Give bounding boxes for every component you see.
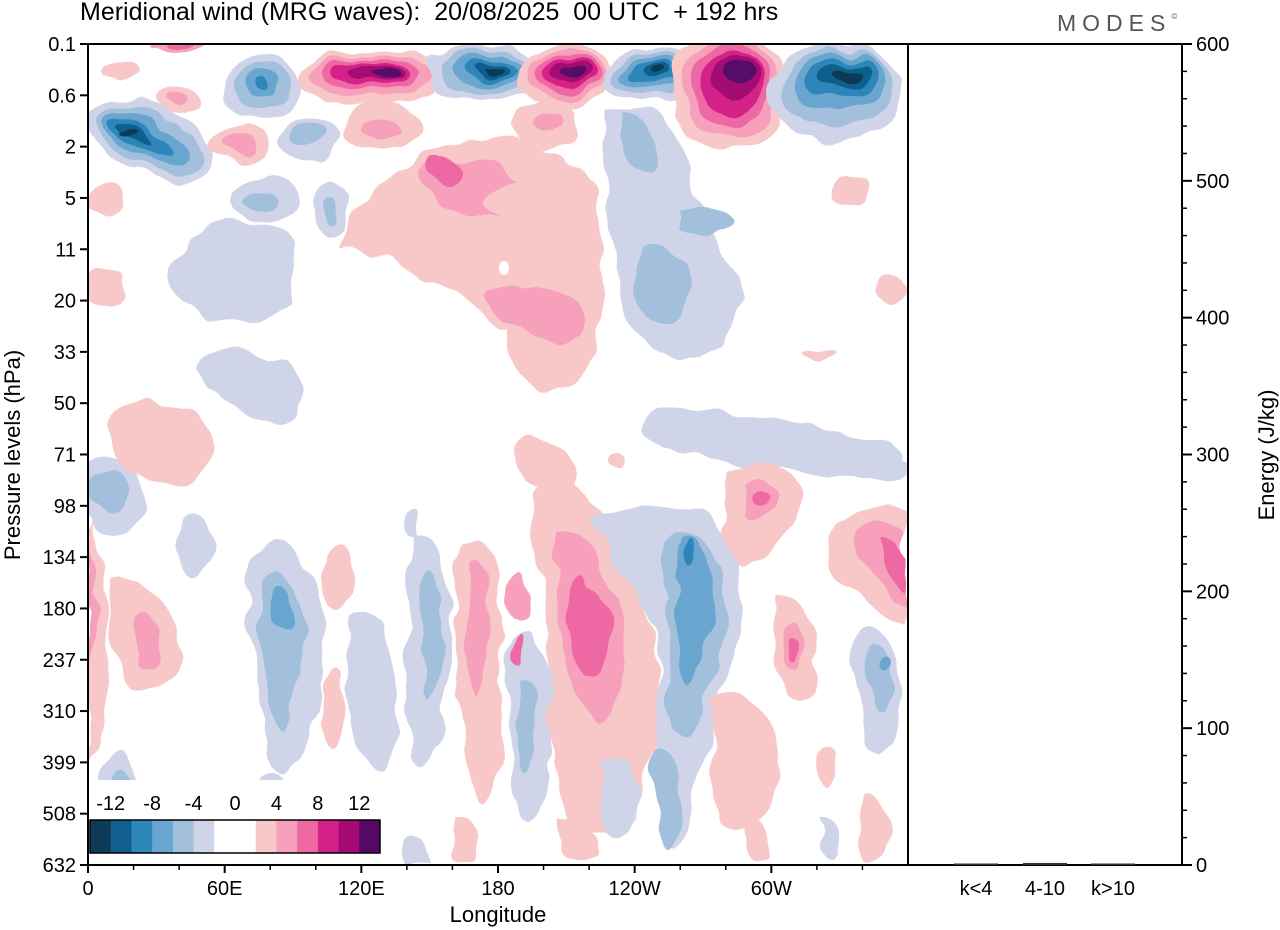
colorbar-swatch [193,820,215,853]
x-tick-label: 180 [481,878,514,900]
colorbar-frame [89,819,381,854]
colorbar-swatch [172,820,195,853]
colorbar-label: -12 [96,793,125,815]
colorbar-swatch [152,820,174,853]
energy-tick-label: 100 [1196,718,1229,740]
energy-axis-ticks: 0 100 200 300 400 500 600 [1182,34,1229,877]
energy-category-label: k>10 [1091,878,1135,900]
x-axis-ticks: 0 60E 120E 180 120W 60W [82,865,864,900]
y-axis-title: Pressure levels (hPa) [0,350,25,560]
chart-title: Meridional wind (MRG waves): 20/08/2025 … [80,0,779,26]
heatmap-panel [88,44,908,865]
energy-category-label: 4-10 [1025,878,1065,900]
colorbar: -12 -8 -4 0 4 8 12 [86,780,384,857]
modes-logo: MODES© [1057,10,1177,37]
y-tick-label: 508 [43,804,76,826]
y-tick-label: 11 [55,239,76,261]
y-tick-label: 2 [65,137,76,159]
y-tick-label: 134 [43,547,76,569]
logo-text: MODES [1057,10,1172,36]
x-axis-title: Longitude [450,902,547,927]
x-tick-label: 60W [751,878,792,900]
energy-category-label: k<4 [960,878,993,900]
colorbar-label: 8 [312,793,323,815]
energy-bar [954,863,998,865]
y-tick-label: 0.6 [48,85,76,107]
energy-bar [1023,862,1067,865]
y-axis-ticks: 0.1 0.6 2 5 11 20 33 50 71 98 134 180 237 310 399 508 63… [43,34,88,877]
colorbar-swatch [338,820,360,853]
central-positive-tongue [340,101,603,390]
y-tick-label: 180 [43,598,76,620]
colorbar-swatch [131,820,153,853]
y-tick-label: 50 [54,393,76,415]
colorbar-label: 0 [229,793,240,815]
x-tick-label: 0 [82,878,93,900]
energy-tick-label: 600 [1196,34,1229,56]
colorbar-swatch [255,820,277,853]
y-tick-label: 33 [54,342,76,364]
y-tick-label: 0.1 [48,34,76,56]
colorbar-swatch [297,820,319,853]
mid-left-negative [88,178,350,535]
energy-bars: k<4 4-10 k>10 [954,862,1135,900]
colorbar-swatch [359,820,381,853]
colorbar-swatch [235,820,257,853]
colorbar-swatch [276,820,298,853]
y-tick-label: 237 [43,650,76,672]
y-tick-label: 98 [54,496,76,518]
energy-tick-label: 200 [1196,581,1229,603]
left-positive-blob [111,402,216,485]
colorbar-label: -4 [185,793,203,815]
x-tick-label: 60E [207,878,243,900]
strat-wave-train [154,44,902,152]
y-tick-label: 632 [43,855,76,877]
energy-bar [1091,863,1135,865]
x-tick-label: 120W [609,878,661,900]
colorbar-label: 4 [271,793,282,815]
upper-left-features [88,56,420,310]
energy-tick-label: 300 [1196,445,1229,467]
x-tick-label: 120E [338,878,385,900]
y-tick-label: 399 [43,752,76,774]
colorbar-swatch [110,820,132,853]
y-tick-label: 5 [65,188,76,210]
energy-tick-label: 400 [1196,308,1229,330]
colorbar-label: -8 [143,793,161,815]
energy-tick-label: 500 [1196,171,1229,193]
y-tick-label: 310 [43,701,76,723]
logo-mark: © [1171,12,1178,21]
colorbar-swatch [214,820,236,853]
colorbar-swatch [90,820,112,853]
y-tick-label: 71 [54,445,76,467]
energy-tick-label: 0 [1196,855,1207,877]
energy-axis-title: Energy (J/kg) [1254,390,1279,521]
colorbar-label: 12 [348,793,370,815]
right-upper-negative [603,108,908,480]
colorbar-swatch [317,820,340,853]
y-tick-label: 20 [54,291,76,313]
